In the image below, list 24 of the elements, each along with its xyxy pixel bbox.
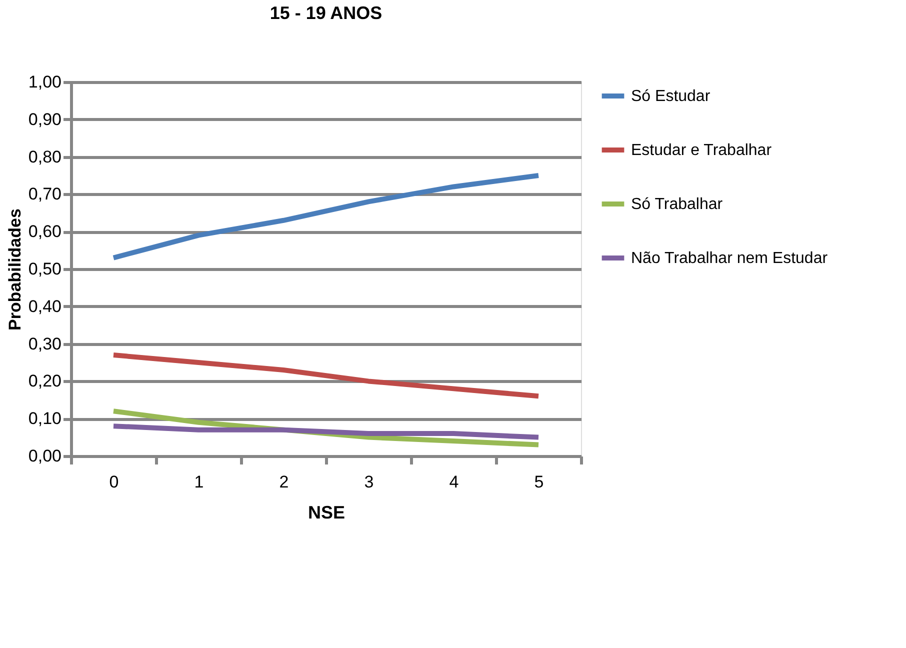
x-tick-label: 0 — [109, 472, 119, 492]
legend-label: Não Trabalhar nem Estudar — [631, 250, 828, 267]
legend-label: Estudar e Trabalhar — [631, 142, 772, 159]
y-tick-label: 0,20 — [28, 372, 62, 391]
x-tick-label: 4 — [449, 472, 459, 492]
x-tick-label: 3 — [364, 472, 374, 492]
y-tick-label: 0,00 — [28, 446, 62, 466]
x-tick-label: 2 — [279, 472, 289, 492]
y-tick-label: 0,70 — [28, 184, 62, 204]
y-tick-label: 0,10 — [28, 409, 62, 428]
x-tick-label: 1 — [194, 472, 204, 492]
y-axis-title: Probabilidades — [5, 208, 24, 330]
x-tick-label: 5 — [534, 472, 544, 492]
legend-label: Só Estudar — [631, 88, 711, 105]
y-tick-label: 0,50 — [28, 260, 62, 278]
y-tick-label: 0,40 — [28, 296, 62, 316]
x-axis-title: NSE — [308, 502, 346, 522]
y-tick-label: 0,80 — [28, 147, 62, 166]
chart-title: 15 - 19 ANOS — [270, 3, 382, 23]
y-tick-label: 0,30 — [28, 334, 62, 354]
legend-label: Só Trabalhar — [631, 196, 724, 213]
y-tick-label: 0,60 — [28, 222, 62, 242]
y-tick-label: 0,90 — [28, 110, 62, 129]
y-tick-label: 1,00 — [28, 72, 62, 92]
